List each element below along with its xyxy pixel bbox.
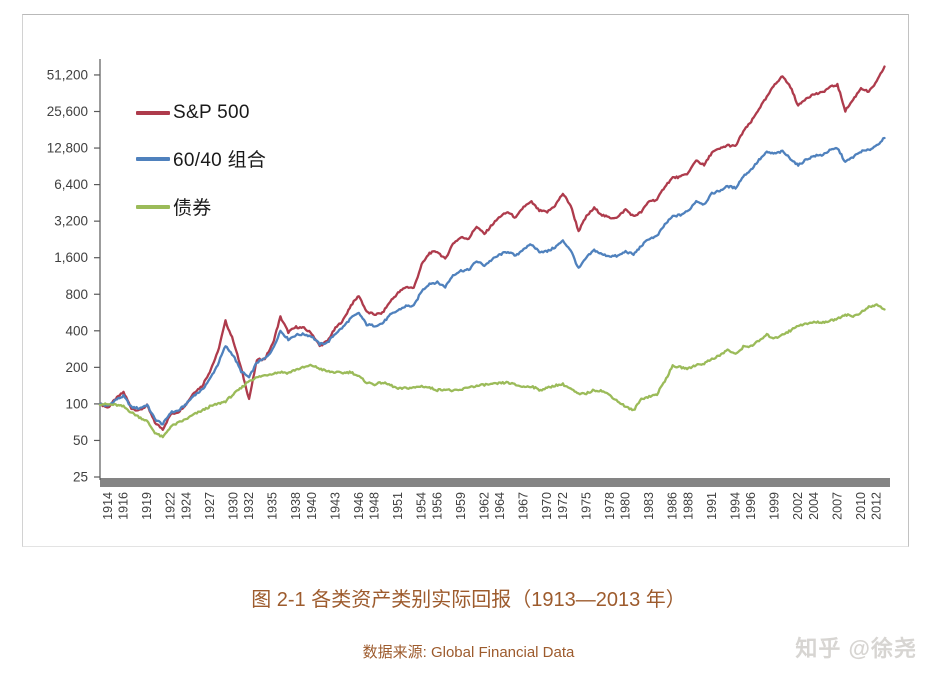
x-tick-label: 1951 [391,492,405,520]
x-tick-label: 1919 [140,492,154,520]
x-tick-label: 1983 [642,492,656,520]
y-tick-label: 12,800 [47,141,88,156]
bonds-line-swatch [136,204,170,209]
chart-legend: S&P 500 60/40 组合 债券 [136,102,266,220]
x-tick-label: 1943 [328,492,342,520]
x-tick-label: 2002 [791,492,805,520]
x-tick-label: 1954 [415,492,429,520]
x-tick-label: 2012 [870,492,884,520]
x-tick-label: 1980 [619,492,633,520]
x-tick-label: 1996 [744,492,758,520]
zhihu-watermark: 知乎 @徐尧 [795,636,917,661]
x-tick-label: 1964 [493,492,507,520]
legend-label-6040: 60/40 组合 [173,150,267,171]
x-tick-label: 1959 [454,492,468,520]
y-tick-label: 200 [65,360,88,375]
x-tick-label: 1914 [101,492,115,520]
x-tick-label: 1916 [117,492,131,520]
x-tick-label: 1978 [603,492,617,520]
y-tick-label: 100 [65,396,88,411]
chart-frame [22,14,909,547]
legend-label-bonds: 债券 [173,198,212,219]
x-tick-label: 1930 [226,492,240,520]
asset-returns-line-chart: 25 50 100 200 400 800 1,600 3,200 6,400 12,800 25,… [47,59,890,520]
legend-label-sp500: S&P 500 [173,102,250,123]
x-tick-label: 1970 [540,492,554,520]
legend-item-6040: 60/40 组合 [136,145,266,172]
x-tick-label: 1988 [681,492,695,520]
sp500-line-swatch [136,111,170,115]
y-tick-label: 6,400 [54,177,88,192]
x-tick-label: 1948 [368,492,382,520]
x-tick-label: 2007 [830,492,844,520]
portfolio-6040-line-swatch [136,156,170,161]
x-tick-label: 1972 [556,492,570,520]
y-tick-label: 25 [73,470,88,485]
x-tick-label: 1999 [768,492,782,520]
x-tick-label: 1962 [477,492,491,520]
y-tick-label: 25,600 [47,104,88,119]
legend-item-sp500: S&P 500 [136,102,266,124]
y-tick-label: 400 [65,323,88,338]
y-tick-label: 50 [73,433,88,448]
series-line-bonds [98,303,886,439]
y-tick-label: 1,600 [54,250,88,265]
y-tick-label: 800 [65,287,88,302]
y-tick-label: 3,200 [54,214,88,229]
x-tick-label: 1967 [517,492,531,520]
series-line-sp500 [98,65,886,431]
x-tick-label: 1991 [705,492,719,520]
x-tick-label: 1938 [289,492,303,520]
x-tick-label: 1935 [266,492,280,520]
x-tick-label: 1940 [305,492,319,520]
x-tick-label: 2004 [807,492,821,520]
x-tick-label: 1922 [164,492,178,520]
y-tick-label: 51,200 [47,67,88,82]
x-tick-label: 1927 [203,492,217,520]
x-tick-label: 1994 [728,492,742,520]
legend-item-bonds: 债券 [136,193,266,220]
figure-caption: 图 2-1 各类资产类别实际回报（1913—2013 年） [251,589,686,611]
data-source-note: 数据来源: Global Financial Data [362,644,575,661]
x-tick-label: 1924 [179,492,193,520]
x-tick-label: 1956 [430,492,444,520]
x-tick-label: 1975 [579,492,593,520]
x-tick-label: 1946 [352,492,366,520]
x-tick-label: 1986 [666,492,680,520]
x-tick-label: 2010 [854,492,868,520]
series-line-6040 [98,136,886,426]
x-tick-label: 1932 [242,492,256,520]
x-axis-bar [100,478,890,487]
